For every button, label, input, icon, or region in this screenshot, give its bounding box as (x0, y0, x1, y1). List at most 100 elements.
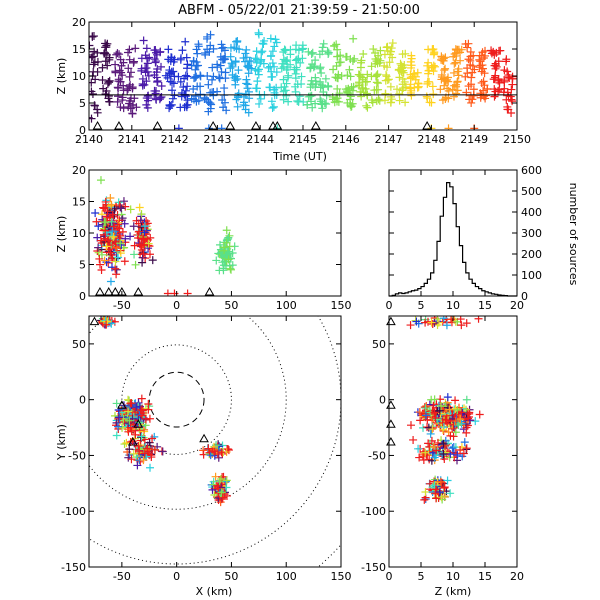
time-height-source (427, 98, 436, 107)
time-height-source (345, 86, 354, 95)
x-height-source (115, 224, 124, 233)
plan-view-ytick-label: 50 (72, 338, 86, 351)
time-height-source (304, 92, 313, 101)
time-height-source (297, 79, 306, 88)
height-y-ytick-label: 0 (379, 394, 386, 407)
plan-source (132, 402, 141, 411)
time-height-source (397, 64, 406, 73)
time-height-source (439, 56, 448, 65)
time-height-source (139, 36, 148, 45)
plan-source (102, 320, 111, 329)
height-y-ytick-label: -50 (368, 449, 386, 462)
time-height-source (187, 61, 196, 70)
time-height-source (371, 72, 380, 81)
time-height-source (89, 52, 97, 61)
time-height-source (115, 50, 124, 59)
time-height-source (204, 107, 213, 116)
time-height-source (292, 63, 301, 72)
time-height-source (177, 92, 186, 101)
time-height-source (321, 74, 330, 83)
time-height-source (444, 77, 453, 86)
histogram-ylabel: number of sources (567, 183, 580, 286)
time-height-source (401, 49, 410, 58)
time-height-source (349, 82, 358, 91)
time-height-source (241, 90, 250, 99)
time-height-source (218, 96, 227, 105)
time-height-source (89, 78, 96, 87)
time-height-source (157, 81, 166, 90)
time-height-source (363, 103, 372, 112)
plan-view-marks (89, 316, 341, 567)
height-y-source (428, 425, 437, 434)
time-height-source (380, 61, 389, 70)
time-height-source (166, 69, 175, 78)
x-height-source (96, 236, 105, 245)
time-height-source (183, 82, 192, 91)
time-height-source (318, 104, 327, 113)
x-height-source (222, 238, 231, 247)
height-y-source (415, 453, 424, 462)
ground-source (163, 289, 172, 296)
time-height-source (461, 39, 470, 48)
height-y-source (431, 489, 440, 498)
time-height-source (200, 49, 209, 58)
time-height-source (93, 48, 102, 57)
time-height-xtick-label: 2147 (375, 133, 403, 146)
time-height-source (101, 57, 110, 66)
x-height-source (129, 222, 138, 231)
time-height-source (251, 66, 260, 75)
time-height-source (253, 77, 262, 86)
plan-source (158, 447, 167, 456)
time-height-source (104, 77, 113, 86)
time-height-source (441, 64, 450, 73)
plan-view-xlabel: X (km) (196, 585, 233, 598)
time-height-source (89, 32, 97, 41)
time-height-source (359, 50, 368, 59)
plan-source (114, 422, 123, 431)
time-height-source (282, 65, 291, 74)
time-height-source (333, 84, 342, 93)
height-y-xtick-label: 0 (386, 570, 393, 583)
station-marker (133, 419, 144, 428)
height-y-source (426, 429, 435, 438)
time-height-ylabel: Z (km) (55, 58, 68, 95)
time-height-source (371, 59, 380, 68)
x-height-source (109, 232, 118, 241)
height-y-source (442, 321, 451, 330)
height-y-source (435, 488, 444, 497)
time-height-source (176, 77, 185, 86)
time-height-source (142, 100, 151, 109)
histogram-ytick-label: 100 (521, 269, 542, 282)
time-height-source (252, 47, 261, 56)
plan-source (118, 423, 127, 432)
time-height-source (124, 64, 133, 73)
height-y-xtick-label: 10 (446, 570, 460, 583)
time-height-source (479, 77, 488, 86)
time-height-source (343, 71, 352, 80)
time-height-source (464, 55, 473, 64)
time-height-source (177, 54, 186, 63)
time-height-source (381, 89, 390, 98)
time-height-source (204, 97, 213, 106)
time-height-source (452, 80, 461, 89)
x-height-source (107, 200, 116, 209)
time-height-source (220, 54, 229, 63)
time-height-source (487, 49, 496, 58)
time-height-source (126, 104, 135, 113)
time-height-source (376, 56, 385, 65)
time-height-source (166, 57, 175, 66)
time-height-source (144, 71, 153, 80)
height-y-source (475, 410, 484, 419)
station-marker (251, 120, 261, 130)
time-height-source (369, 45, 378, 54)
time-height-source (150, 70, 159, 79)
time-height-source (422, 92, 431, 101)
x-height-source (105, 241, 114, 250)
time-height-source (328, 95, 337, 104)
time-height-source (231, 76, 240, 85)
time-height-source (406, 74, 415, 83)
x-height-source (135, 203, 144, 212)
x-height-source (106, 277, 115, 286)
x-height-xtick-label: 100 (276, 299, 297, 312)
station-marker (127, 437, 138, 446)
